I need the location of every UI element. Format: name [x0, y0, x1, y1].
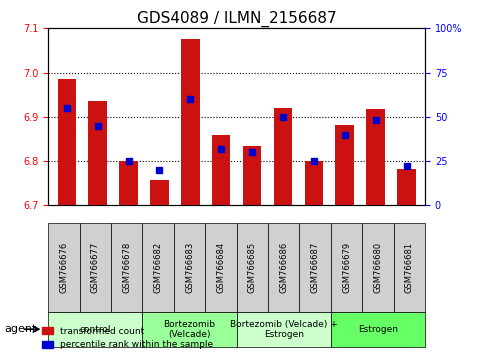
Bar	[305, 161, 323, 205]
Title: GDS4089 / ILMN_2156687: GDS4089 / ILMN_2156687	[137, 11, 337, 27]
Text: GSM766678: GSM766678	[122, 242, 131, 293]
Text: control: control	[80, 325, 111, 334]
Text: GSM766684: GSM766684	[216, 242, 226, 293]
Bar	[397, 169, 416, 205]
Text: GSM766680: GSM766680	[373, 242, 383, 293]
Text: Bortezomib (Velcade) +
Estrogen: Bortezomib (Velcade) + Estrogen	[230, 320, 338, 339]
Bar	[181, 39, 199, 205]
Text: GSM766686: GSM766686	[279, 242, 288, 293]
Text: GSM766676: GSM766676	[59, 242, 69, 293]
Bar	[212, 136, 230, 205]
Text: GSM766683: GSM766683	[185, 242, 194, 293]
Bar	[367, 109, 385, 205]
Legend: transformed count, percentile rank within the sample: transformed count, percentile rank withi…	[38, 323, 217, 353]
Bar	[88, 101, 107, 205]
Text: GSM766679: GSM766679	[342, 242, 351, 293]
Bar	[119, 161, 138, 205]
Text: agent: agent	[5, 324, 37, 334]
Bar	[150, 180, 169, 205]
Bar	[57, 79, 76, 205]
Text: GSM766685: GSM766685	[248, 242, 257, 293]
Bar	[274, 108, 292, 205]
Text: GSM766687: GSM766687	[311, 242, 320, 293]
Text: Bortezomib
(Velcade): Bortezomib (Velcade)	[164, 320, 215, 339]
Text: Estrogen: Estrogen	[358, 325, 398, 334]
Text: GSM766681: GSM766681	[405, 242, 414, 293]
Text: GSM766677: GSM766677	[91, 242, 100, 293]
Bar	[336, 125, 354, 205]
Bar	[243, 145, 261, 205]
Text: GSM766682: GSM766682	[154, 242, 163, 293]
